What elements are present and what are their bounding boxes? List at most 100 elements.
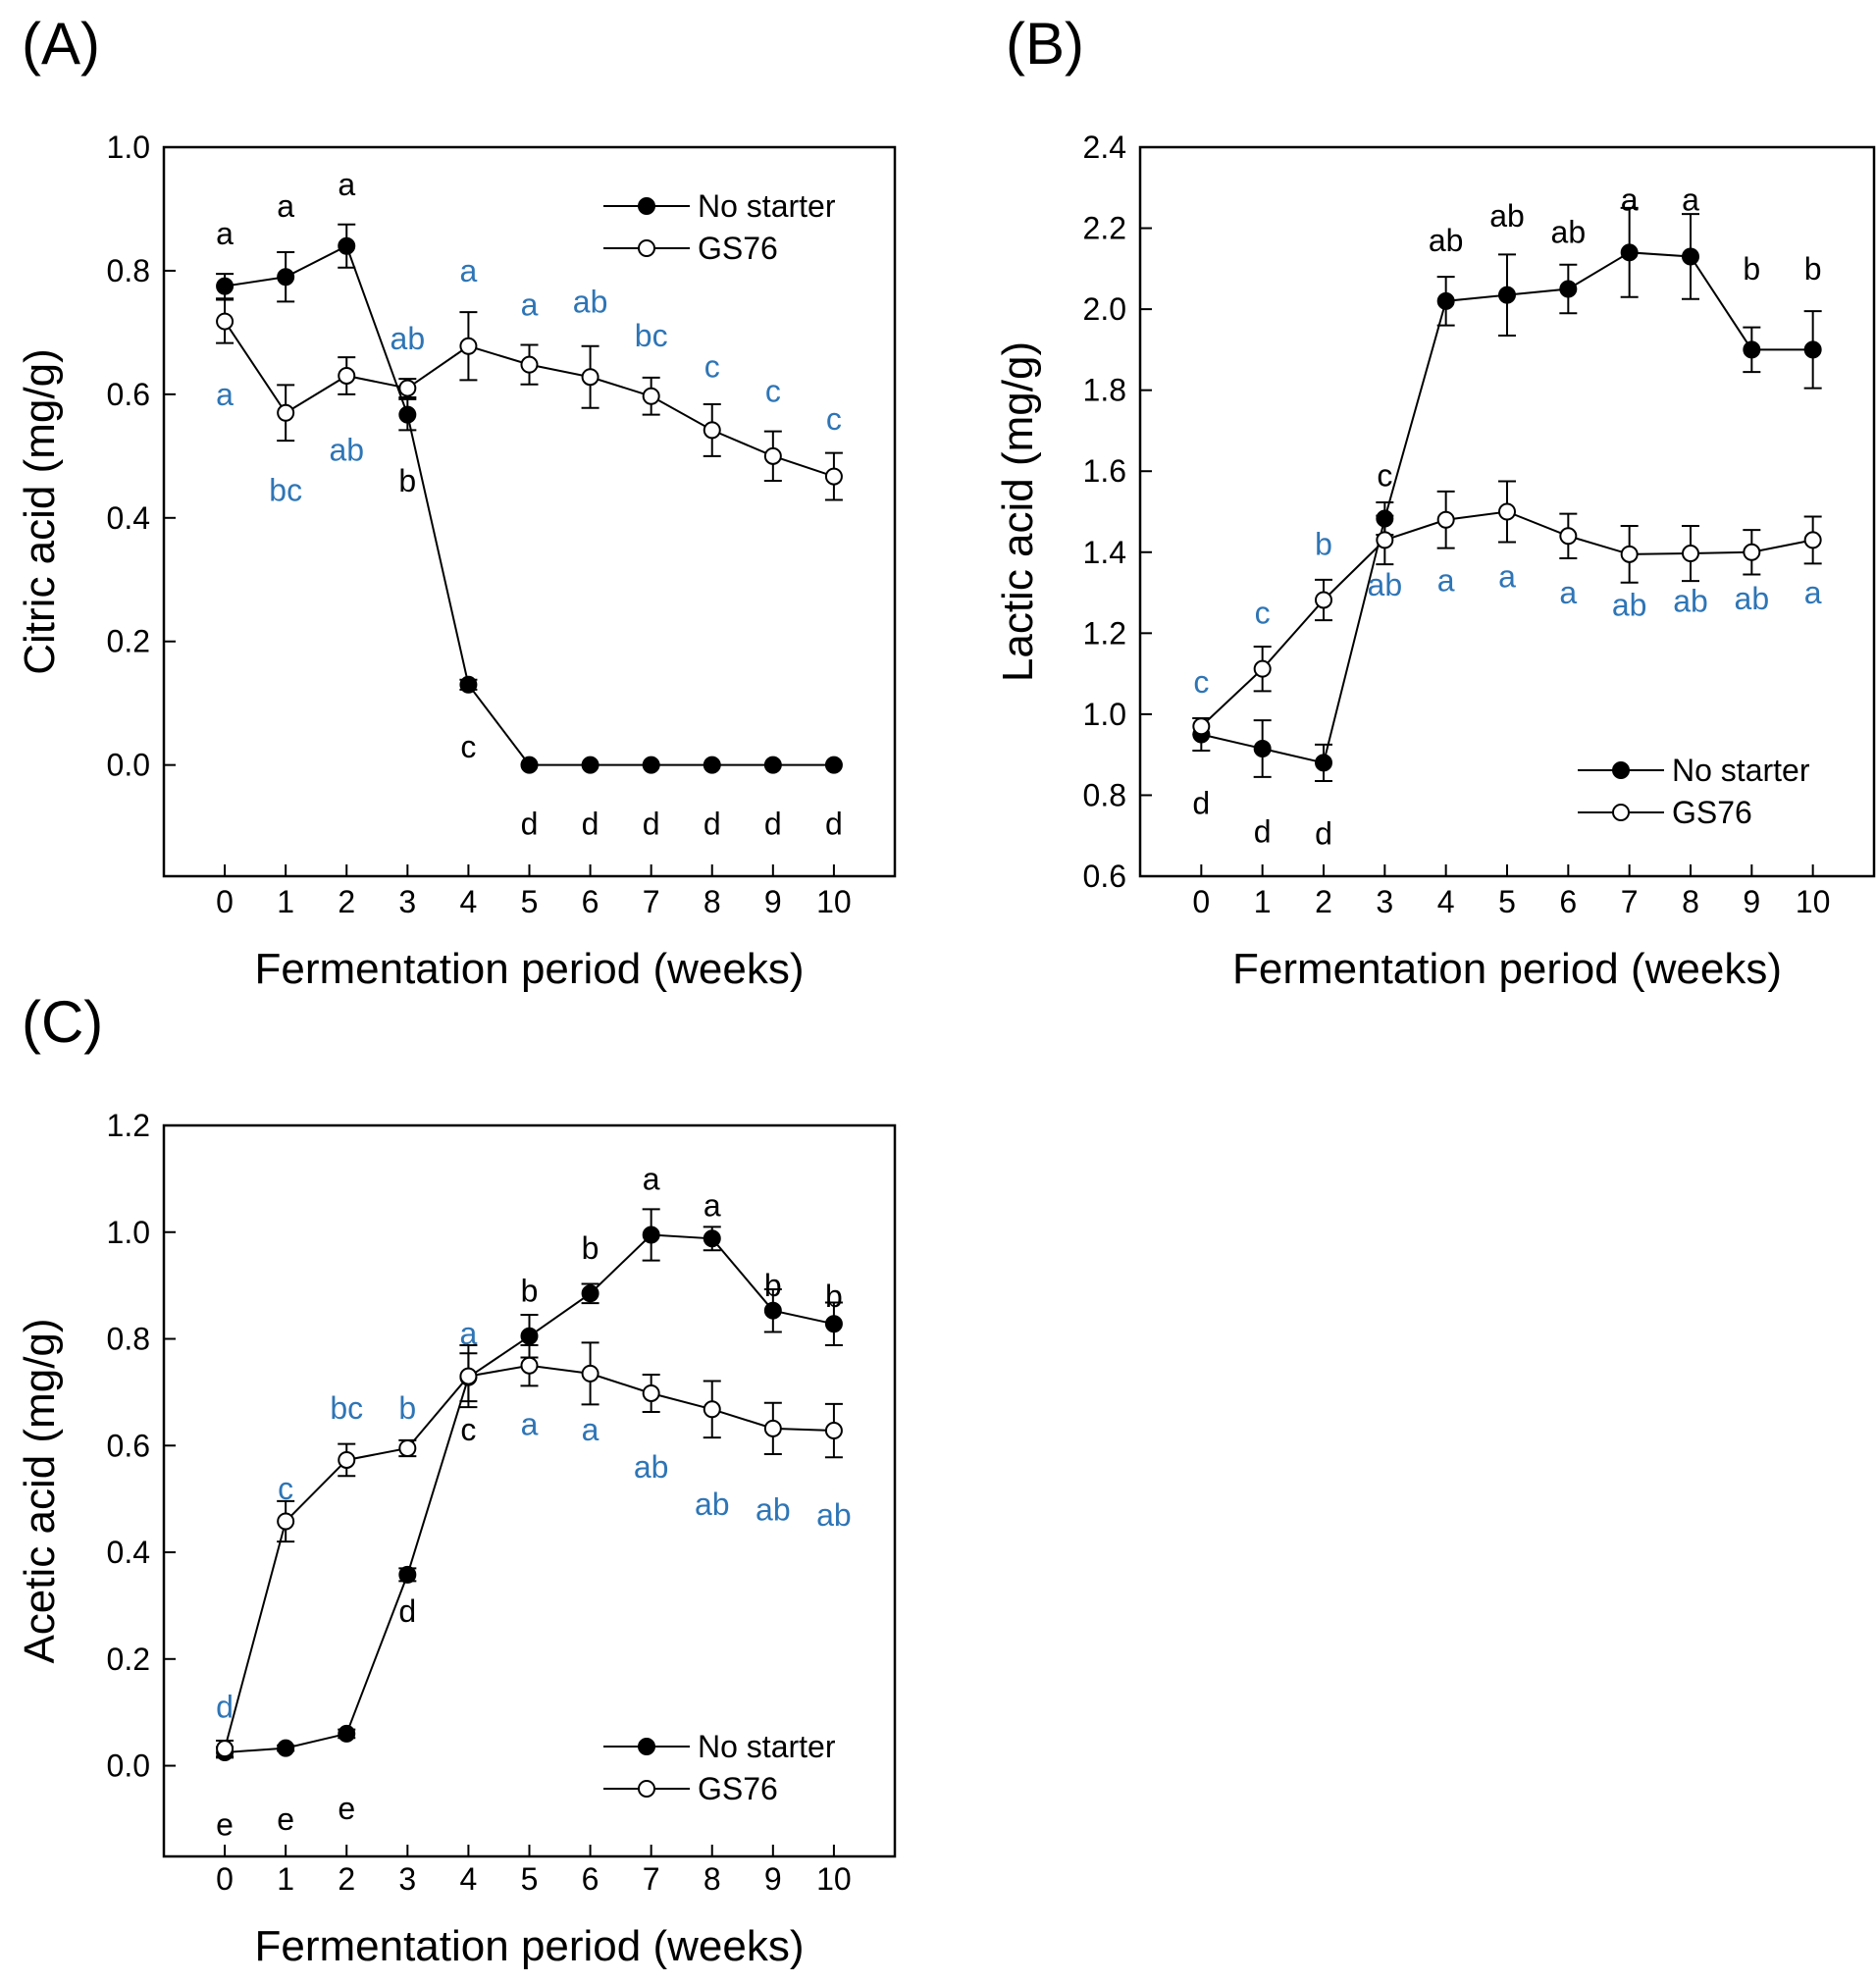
- significance-letter: c: [1377, 457, 1392, 493]
- significance-letter: bc: [635, 318, 668, 353]
- data-point: [1253, 659, 1272, 678]
- data-point: [1559, 280, 1578, 298]
- x-axis-title: Fermentation period (weeks): [254, 1922, 804, 1970]
- data-point: [277, 268, 295, 287]
- data-point: [216, 1740, 234, 1758]
- y-tick-label: 0.4: [107, 500, 150, 536]
- data-point: [581, 368, 599, 387]
- y-tick-label: 1.6: [1083, 453, 1126, 489]
- data-point: [459, 337, 478, 355]
- significance-letter: a: [216, 377, 234, 412]
- data-point: [581, 1364, 599, 1383]
- legend-label: GS76: [1672, 795, 1752, 830]
- x-tick-label: 10: [1796, 884, 1831, 919]
- significance-letter: a: [521, 287, 539, 323]
- x-tick-label: 3: [1376, 884, 1393, 919]
- data-point: [763, 756, 782, 774]
- x-tick-label: 4: [460, 884, 478, 919]
- significance-letter: d: [1192, 786, 1210, 821]
- data-point: [642, 756, 660, 774]
- significance-letter: e: [216, 1806, 234, 1842]
- data-point: [581, 756, 599, 774]
- significance-letter: b: [764, 1268, 782, 1303]
- data-point: [642, 1383, 660, 1402]
- data-point: [338, 1450, 356, 1469]
- significance-letter: ab: [695, 1487, 730, 1522]
- y-tick-label: 1.4: [1083, 535, 1126, 570]
- data-point: [642, 1226, 660, 1244]
- y-axis-title: Lactic acid (mg/g): [994, 341, 1042, 682]
- significance-letter: d: [704, 806, 721, 841]
- significance-letter: a: [460, 253, 478, 288]
- significance-letter: ab: [329, 433, 364, 468]
- data-point: [1559, 527, 1578, 546]
- panel-label: (C): [22, 989, 103, 1055]
- x-tick-label: 10: [816, 1861, 852, 1897]
- y-tick-label: 1.0: [107, 130, 150, 165]
- series-line: [1200, 510, 1813, 728]
- y-axis-title: Citric acid (mg/g): [16, 348, 64, 675]
- x-tick-label: 2: [338, 884, 355, 919]
- data-point: [824, 1422, 843, 1440]
- chart-panel-3: (C) 0.0 0.2 0.4 0.6 0.8 1.0 1.2 0 1 2 3 4 5 6 7 8 9 10 Ferm…: [16, 989, 897, 1970]
- x-tick-label: 2: [338, 1861, 355, 1897]
- legend-label: GS76: [698, 1771, 778, 1806]
- significance-letter: ab: [1368, 567, 1403, 602]
- significance-letter: a: [1559, 575, 1577, 610]
- x-tick-label: 1: [277, 884, 294, 919]
- data-point: [824, 756, 843, 774]
- data-point: [763, 1419, 782, 1437]
- x-tick-label: 5: [521, 1861, 539, 1897]
- x-tick-label: 7: [643, 884, 660, 919]
- significance-letter: c: [1255, 596, 1271, 631]
- y-tick-label: 0.0: [107, 1748, 150, 1784]
- x-tick-label: 6: [582, 884, 599, 919]
- significance-letter: d: [582, 806, 599, 841]
- panel-label: (A): [22, 11, 100, 77]
- significance-letter: ab: [816, 1497, 852, 1533]
- significance-letter: ab: [1612, 587, 1647, 622]
- significance-letter: a: [704, 1188, 721, 1224]
- x-tick-label: 8: [1682, 884, 1699, 919]
- data-point: [1743, 340, 1761, 359]
- legend-marker: [638, 239, 655, 257]
- x-tick-label: 6: [582, 1861, 599, 1897]
- data-point: [459, 1367, 478, 1385]
- data-point: [520, 1327, 539, 1345]
- significance-letter: bc: [330, 1390, 363, 1426]
- significance-letter: b: [521, 1274, 539, 1309]
- series-line: [225, 1233, 835, 1753]
- significance-letter: a: [643, 1161, 660, 1196]
- data-point: [338, 1724, 356, 1743]
- significance-letter: c: [765, 374, 781, 409]
- significance-letter: ab: [1735, 581, 1770, 616]
- y-tick-label: 0.8: [107, 1322, 150, 1357]
- significance-letter: ab: [756, 1492, 791, 1528]
- legend-label: No starter: [698, 188, 836, 224]
- significance-letter: d: [398, 1593, 416, 1629]
- legend-label: No starter: [1672, 753, 1810, 788]
- significance-letter: a: [1804, 575, 1822, 610]
- data-point: [398, 405, 417, 424]
- data-point: [1315, 591, 1332, 609]
- x-axis-title: Fermentation period (weeks): [254, 945, 804, 993]
- data-point: [703, 421, 721, 440]
- significance-letter: d: [643, 806, 660, 841]
- significance-letter: a: [277, 188, 294, 224]
- data-point: [1743, 543, 1761, 561]
- x-tick-label: 8: [704, 884, 721, 919]
- data-point: [398, 1438, 417, 1457]
- y-tick-label: 1.0: [1083, 697, 1126, 732]
- significance-letter: ab: [1551, 215, 1587, 250]
- significance-letter: d: [1254, 814, 1272, 850]
- data-point: [398, 1565, 417, 1584]
- data-point: [520, 355, 539, 374]
- data-point: [1803, 531, 1822, 549]
- significance-letter: a: [1682, 183, 1699, 218]
- x-tick-label: 1: [1254, 884, 1272, 919]
- data-point: [824, 467, 843, 486]
- data-point: [398, 379, 417, 397]
